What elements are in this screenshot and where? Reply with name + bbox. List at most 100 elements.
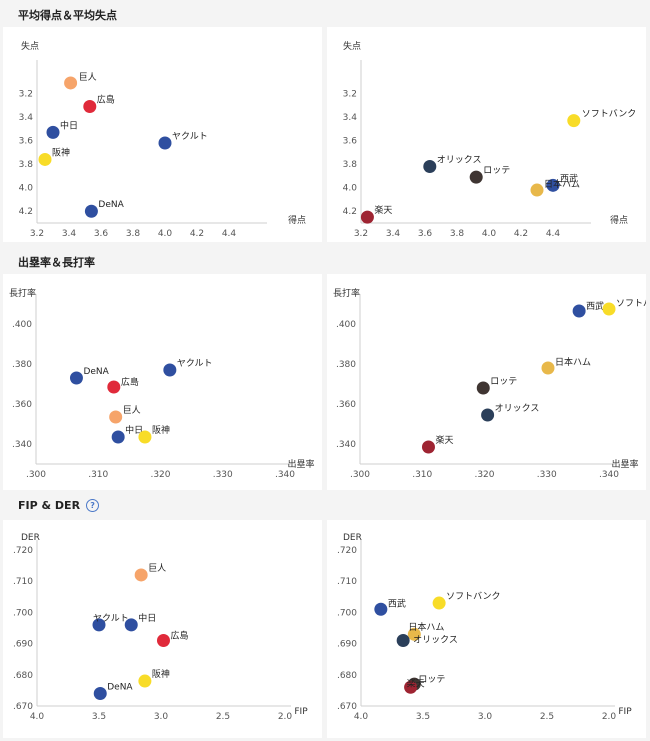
data-point[interactable] xyxy=(374,602,388,616)
y-tick-label: 4.2 xyxy=(343,207,357,217)
point-label: 西武 xyxy=(586,300,604,312)
data-point[interactable] xyxy=(541,361,555,375)
data-point[interactable] xyxy=(109,410,123,424)
y-tick-label: .710 xyxy=(337,577,357,587)
x-axis-label: FIP xyxy=(294,707,308,717)
chart-panel-runs-central: 3.2 3.4 3.6 3.8 4.0 4.2 4.4 3.2 3.4 3.6 3.8 4.0 4.2 失… xyxy=(3,27,322,242)
data-point[interactable] xyxy=(602,302,616,316)
data-point[interactable] xyxy=(481,408,495,422)
data-point[interactable] xyxy=(530,183,544,197)
y-tick-label: 3.2 xyxy=(343,90,357,100)
x-tick-label: 3.4 xyxy=(386,229,401,239)
x-tick-label: 4.0 xyxy=(354,712,369,722)
x-tick-label: .310 xyxy=(88,470,108,480)
data-point[interactable] xyxy=(83,99,97,113)
point-label: 日本ハム xyxy=(544,178,580,190)
data-point[interactable] xyxy=(476,381,490,395)
chart-panel-fip-central: 4.0 3.5 3.0 2.5 2.0 .670 .680 .690 .700 .710 .720 D… xyxy=(3,520,322,738)
y-tick-label: 3.8 xyxy=(19,160,34,170)
y-tick-label: .720 xyxy=(13,546,33,556)
data-point[interactable] xyxy=(432,596,446,610)
data-point[interactable] xyxy=(404,680,418,694)
point-label: 広島 xyxy=(121,376,139,388)
point-label: ヤクルト xyxy=(172,131,208,142)
section-title-fip-der: FIP & DER ? xyxy=(18,499,100,512)
data-point[interactable] xyxy=(163,363,177,377)
data-point[interactable] xyxy=(138,674,152,688)
data-point[interactable] xyxy=(156,633,170,647)
x-tick-label: 2.0 xyxy=(278,712,293,722)
y-tick-label: .690 xyxy=(337,640,357,650)
x-tick-label: .330 xyxy=(213,470,233,480)
x-tick-label: 4.4 xyxy=(546,229,561,239)
data-point[interactable] xyxy=(572,304,586,318)
x-tick-label: 3.8 xyxy=(126,229,141,239)
data-point[interactable] xyxy=(546,178,560,192)
data-point[interactable] xyxy=(158,136,172,150)
data-point[interactable] xyxy=(111,430,125,444)
fip-central-chart: 4.0 3.5 3.0 2.5 2.0 .670 .680 .690 .700 .710 .720 D… xyxy=(13,533,308,722)
data-point[interactable] xyxy=(64,76,78,90)
data-point[interactable] xyxy=(138,430,152,444)
data-point[interactable] xyxy=(407,627,421,641)
x-axis-label: 出塁率 xyxy=(611,458,638,470)
point-label: オリックス xyxy=(437,155,482,166)
data-point[interactable] xyxy=(360,210,374,224)
data-point[interactable] xyxy=(69,371,83,385)
data-point[interactable] xyxy=(107,380,121,394)
x-tick-label: 4.0 xyxy=(158,229,173,239)
obp-pacific-chart: .300 .310 .320 .330 .340 .340 .360 .380 .400 長打率出… xyxy=(333,287,646,480)
x-tick-label: 3.0 xyxy=(154,712,169,722)
section-title-text: FIP & DER xyxy=(18,499,81,512)
point-label: 広島 xyxy=(170,629,188,641)
x-tick-label: .300 xyxy=(350,470,370,480)
x-tick-label: 3.6 xyxy=(94,229,109,239)
data-point[interactable] xyxy=(92,618,106,632)
y-tick-label: .710 xyxy=(13,577,33,587)
y-tick-label: 4.0 xyxy=(19,184,34,194)
x-axis-label: 出塁率 xyxy=(287,458,314,470)
y-tick-label: .380 xyxy=(336,360,356,370)
data-point[interactable] xyxy=(134,568,148,582)
help-icon[interactable]: ? xyxy=(86,499,100,512)
x-tick-label: 4.2 xyxy=(514,229,528,239)
x-tick-label: 3.2 xyxy=(354,229,368,239)
x-tick-label: 2.0 xyxy=(602,712,617,722)
point-label: 日本ハム xyxy=(555,356,591,368)
point-label: 巨人 xyxy=(123,405,141,416)
data-point[interactable] xyxy=(396,633,410,647)
x-axis-label: FIP xyxy=(618,707,632,717)
point-label: 楽天 xyxy=(435,434,453,446)
x-tick-label: 3.5 xyxy=(92,712,106,722)
y-axis-label: 長打率 xyxy=(333,287,360,299)
data-point[interactable] xyxy=(469,170,483,184)
data-point[interactable] xyxy=(46,125,60,139)
data-point[interactable] xyxy=(93,687,107,701)
point-label: ロッテ xyxy=(483,165,510,176)
x-tick-label: .330 xyxy=(537,470,557,480)
data-point[interactable] xyxy=(84,204,98,218)
point-label: 巨人 xyxy=(148,563,166,574)
data-point[interactable] xyxy=(421,440,435,454)
x-tick-label: .310 xyxy=(412,470,432,480)
chart-panel-obp-central: .300 .310 .320 .330 .340 .340 .360 .380 .400 長打率出… xyxy=(3,274,322,490)
point-label: 西武 xyxy=(388,597,406,609)
data-point[interactable] xyxy=(423,160,437,174)
section-title-runs: 平均得点＆平均失点 xyxy=(18,7,117,23)
y-tick-label: 3.6 xyxy=(343,137,358,147)
point-label: 阪神 xyxy=(152,668,170,680)
y-tick-label: 3.4 xyxy=(343,113,358,123)
fip-pacific-chart: 4.0 3.5 3.0 2.5 2.0 .670 .680 .690 .700 .710 .720 D… xyxy=(337,533,632,722)
data-point[interactable] xyxy=(38,152,52,166)
runs-central-chart: 3.2 3.4 3.6 3.8 4.0 4.2 4.4 3.2 3.4 3.6 3.8 4.0 4.2 失… xyxy=(19,40,306,239)
chart-panel-fip-pacific: 4.0 3.5 3.0 2.5 2.0 .670 .680 .690 .700 .710 .720 D… xyxy=(327,520,646,738)
point-label: 阪神 xyxy=(52,146,70,158)
y-tick-label: .360 xyxy=(336,400,356,410)
x-tick-label: 2.5 xyxy=(540,712,554,722)
y-tick-label: .400 xyxy=(336,320,356,330)
data-point[interactable] xyxy=(124,618,138,632)
y-axis-label: DER xyxy=(343,533,362,543)
y-tick-label: .340 xyxy=(336,440,356,450)
data-point[interactable] xyxy=(567,114,581,128)
y-tick-label: .670 xyxy=(13,702,33,712)
